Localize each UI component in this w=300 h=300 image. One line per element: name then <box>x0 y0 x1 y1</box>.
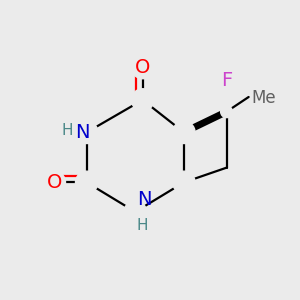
Text: N: N <box>137 190 151 209</box>
Text: N: N <box>75 123 90 142</box>
Circle shape <box>173 121 195 143</box>
Circle shape <box>131 56 154 79</box>
Circle shape <box>76 171 98 194</box>
Circle shape <box>124 201 146 223</box>
Circle shape <box>221 106 232 118</box>
Circle shape <box>131 89 154 111</box>
Text: F: F <box>221 71 232 90</box>
Text: H: H <box>137 218 148 233</box>
Text: O: O <box>46 173 62 192</box>
Circle shape <box>76 121 98 143</box>
Circle shape <box>173 171 195 194</box>
Circle shape <box>43 171 65 194</box>
Text: O: O <box>135 58 150 77</box>
Text: Me: Me <box>252 89 276 107</box>
Text: H: H <box>62 123 73 138</box>
